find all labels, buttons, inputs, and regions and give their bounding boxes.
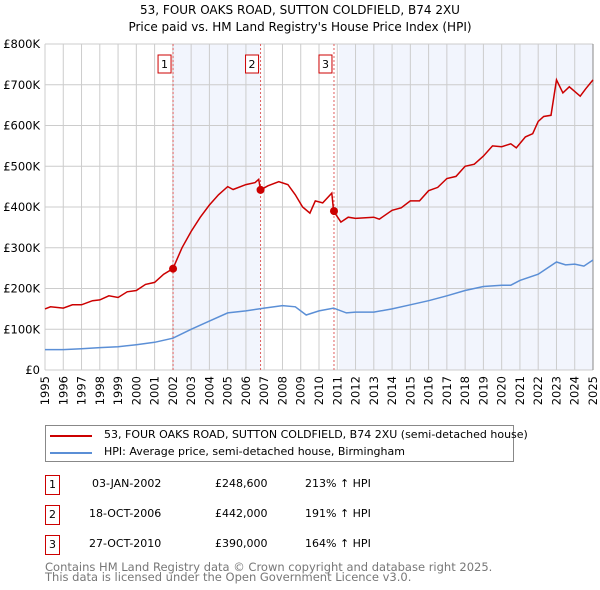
price-series-line (44, 77, 594, 310)
x-tick-label: 2024 (568, 376, 582, 405)
y-tick-label: £200K (3, 282, 40, 296)
sale-label: 3 (322, 58, 329, 71)
legend-red-line (50, 435, 92, 437)
y-tick-label: £300K (3, 241, 40, 255)
x-tick-label: 2014 (385, 376, 399, 405)
x-tick-label: 1999 (111, 376, 125, 405)
sale-point (329, 207, 338, 216)
x-tick-label: 2016 (422, 376, 436, 405)
legend: 53, FOUR OAKS ROAD, SUTTON COLDFIELD, B7… (45, 425, 528, 462)
y-tick-label: £600K (3, 119, 40, 133)
x-tick-label: 2021 (513, 376, 527, 405)
sale-price: £248,600 (215, 477, 268, 490)
x-tick-label: 2001 (148, 376, 162, 405)
sale-price: £442,000 (215, 507, 268, 520)
x-tick-label: 1996 (56, 376, 70, 405)
x-tick-label: 2005 (221, 376, 235, 405)
footer-licence: This data is licensed under the Open Gov… (45, 570, 412, 584)
chart-title-line1: 53, FOUR OAKS ROAD, SUTTON COLDFIELD, B7… (140, 3, 460, 17)
sale-number-badge: 3 (45, 535, 60, 555)
sale-label: 1 (161, 58, 168, 71)
x-tick-label: 2011 (330, 376, 344, 405)
x-tick-label: 1998 (93, 376, 107, 405)
x-tick-label: 2009 (294, 376, 308, 405)
sale-label-box (245, 54, 260, 74)
sale-number-badge: 2 (45, 505, 60, 525)
sale-date: 03-JAN-2002 (92, 477, 162, 490)
y-tick-label: £700K (3, 78, 40, 92)
x-tick-label: 2008 (275, 376, 289, 405)
x-tick-label: 2003 (184, 376, 198, 405)
sale-label-box (157, 54, 172, 74)
sale-price: £390,000 (215, 537, 268, 550)
sale-point (256, 185, 265, 194)
sale-label: 2 (249, 58, 256, 71)
x-tick-label: 2017 (440, 376, 454, 405)
sale-hpi: 191% ↑ HPI (305, 507, 371, 520)
legend-label-hpi: HPI: Average price, semi-detached house,… (104, 445, 405, 458)
sale-date: 18-OCT-2006 (89, 507, 162, 520)
legend-label-property: 53, FOUR OAKS ROAD, SUTTON COLDFIELD, B7… (104, 428, 528, 441)
x-tick-label: 2010 (312, 376, 326, 405)
sale-number-badge: 1 (45, 475, 60, 495)
y-tick-label: £100K (3, 322, 40, 336)
sale-hpi: 213% ↑ HPI (305, 477, 371, 490)
sale-point (169, 264, 178, 273)
x-tick-label: 2002 (166, 376, 180, 405)
x-tick-label: 2019 (476, 376, 490, 405)
chart-svg: 1995 1996 1997 1998 1999 2000 2001 2002 2003 2004… (3, 37, 600, 405)
x-tick-label: 2006 (239, 376, 253, 405)
legend-blue-line (50, 452, 92, 454)
x-tick-label: 1997 (75, 376, 89, 405)
y-tick-label: £800K (3, 37, 40, 51)
x-tick-label: 2012 (349, 376, 363, 405)
footer-copyright: Contains HM Land Registry data © Crown c… (45, 560, 493, 574)
x-tick-label: 2015 (403, 376, 417, 405)
x-tick-label: 2004 (202, 376, 216, 405)
y-tick-label: £0 (25, 363, 40, 377)
x-tick-label: 2025 (586, 376, 600, 405)
sale-date: 27-OCT-2010 (89, 537, 162, 550)
x-tick-label: 2022 (531, 376, 545, 405)
y-tick-label: £500K (3, 159, 40, 173)
x-tick-label: 2023 (549, 376, 563, 405)
sale-label-box (318, 54, 333, 74)
x-tick-label: 2018 (458, 376, 472, 405)
x-tick-label: 2013 (367, 376, 381, 405)
x-tick-label: 2000 (129, 376, 143, 405)
sale-hpi: 164% ↑ HPI (305, 537, 371, 550)
chart-title-line2: Price paid vs. HM Land Registry's House … (128, 20, 472, 34)
hpi-series-line (45, 259, 594, 351)
y-tick-label: £400K (3, 200, 40, 214)
x-tick-label: 2007 (257, 376, 271, 405)
x-tick-label: 1995 (38, 376, 52, 405)
x-tick-label: 2020 (495, 376, 509, 405)
